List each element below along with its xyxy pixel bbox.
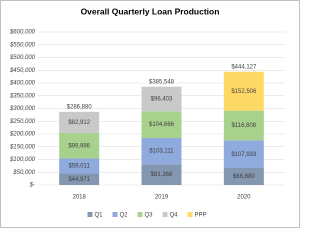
total-label: $444,127 (231, 64, 257, 70)
legend-label: Q4 (170, 213, 179, 219)
y-tick-label: $500,000 (9, 55, 36, 61)
bar-segment (59, 132, 100, 159)
legend-swatch (162, 212, 168, 217)
bar-segment (59, 173, 100, 185)
legend-label: Q1 (95, 213, 104, 219)
data-label: $96,403 (151, 97, 173, 103)
chart: Overall Quarterly Loan Production $- $50,… (0, 0, 300, 228)
x-tick-label: 2020 (237, 195, 251, 201)
x-tick-label: 2018 (72, 195, 86, 201)
bar-segment (223, 140, 264, 168)
y-tick-label: $100,000 (9, 157, 36, 163)
data-label: $152,506 (231, 89, 257, 95)
y-tick-label: $350,000 (9, 93, 36, 99)
y-tick-label: $550,000 (9, 42, 36, 48)
bar-segment (223, 167, 264, 185)
y-tick-label: $450,000 (9, 68, 36, 74)
y-tick-label: $300,000 (9, 106, 36, 112)
y-tick-label: $400,000 (9, 81, 36, 87)
bar-segment (223, 110, 264, 141)
legend-swatch (187, 212, 193, 217)
legend-label: Q3 (145, 213, 154, 219)
data-label: $103,111 (149, 149, 174, 155)
bar-segment (141, 164, 182, 185)
legend-label: Q2 (120, 213, 129, 219)
total-label: $385,548 (149, 79, 175, 85)
legend-swatch (112, 212, 118, 217)
x-tick-label: 2019 (155, 195, 169, 201)
bar-segment (141, 111, 182, 138)
legend-label: PPP (195, 213, 207, 219)
data-label: $44,971 (68, 177, 90, 183)
y-tick-label: $150,000 (9, 144, 36, 150)
chart-title: Overall Quarterly Loan Production (81, 6, 220, 16)
data-label: $59,011 (69, 164, 91, 170)
total-label: $286,880 (67, 104, 93, 110)
y-tick-label: $250,000 (9, 119, 36, 125)
data-label: $116,808 (232, 123, 257, 129)
data-label: $104,666 (149, 122, 175, 128)
data-label: $66,880 (233, 174, 255, 180)
bar-segment (59, 158, 100, 174)
bar-segment (141, 86, 182, 112)
y-tick-label: $600,000 (9, 30, 36, 36)
y-tick-label: $200,000 (9, 132, 36, 138)
y-tick-label: $- (29, 183, 35, 189)
bar-segment (141, 137, 182, 165)
page: Overall Quarterly Loan Production $- $50,… (0, 0, 300, 228)
legend-swatch (137, 212, 143, 217)
data-label: $99,986 (68, 143, 90, 149)
bar-segment (59, 111, 100, 133)
data-label: $81,368 (151, 172, 173, 178)
data-label: $107,933 (231, 152, 257, 158)
bar-segment (223, 71, 264, 111)
data-label: $82,912 (68, 120, 90, 126)
legend-swatch (87, 212, 93, 217)
y-tick-label: $50,000 (12, 170, 35, 176)
